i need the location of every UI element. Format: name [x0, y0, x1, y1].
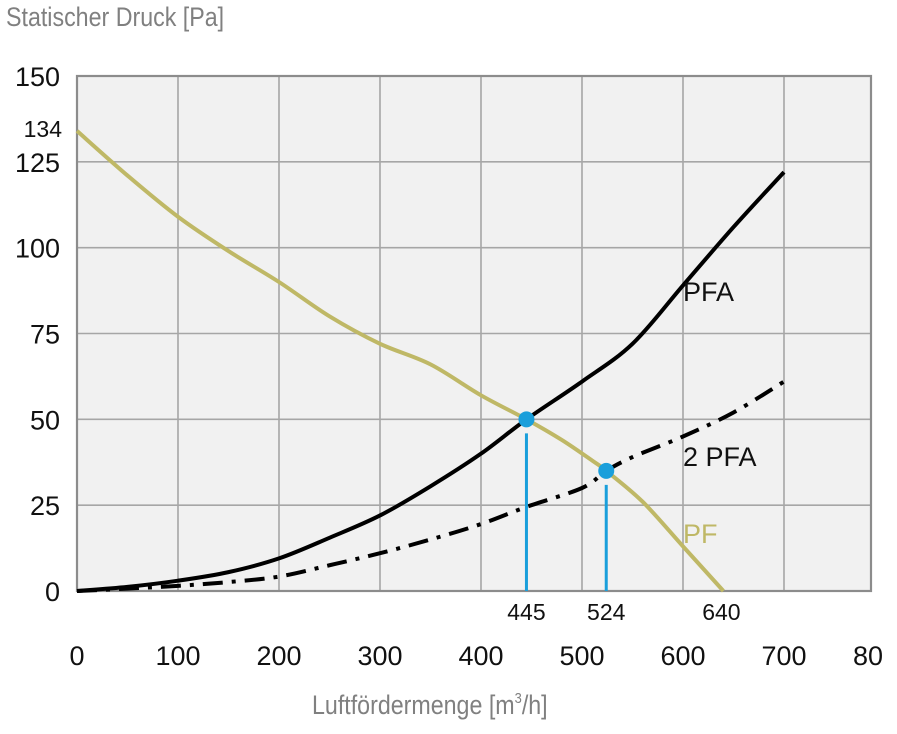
- series-line-2-pfa: [76, 379, 786, 593]
- x-axis-title-end: /h]: [521, 690, 548, 720]
- series-lines: [75, 129, 786, 593]
- series-line-pfa: [76, 170, 786, 593]
- y-tick-label: 50: [30, 405, 60, 435]
- operating-point-label: 445: [507, 599, 545, 625]
- operating-point-label: 524: [587, 599, 626, 625]
- y-tick-label: 0: [45, 577, 60, 607]
- x-tick-label: 80: [853, 641, 883, 671]
- plot-frame: [75, 74, 873, 593]
- x-axis-title-base: Luftfördermenge [m: [312, 690, 515, 720]
- x-axis-ticks: 0 100 200 300 400 500 600 700 80: [69, 641, 883, 671]
- grid-lines: [77, 76, 871, 591]
- x-axis-title: Luftfördermenge [m3/h]: [312, 690, 548, 721]
- x-tick-label: 400: [458, 641, 503, 671]
- x-tick-label: 100: [155, 641, 200, 671]
- y-axis-title: Statischer Druck [Pa]: [6, 2, 225, 32]
- y-tick-label: 25: [30, 491, 60, 521]
- annotations: 640 PFA 2 PFA PF: [683, 277, 757, 625]
- y-tick-label: 150: [15, 62, 60, 92]
- y-tick-label: 125: [15, 148, 60, 178]
- legend-label-pf: PF: [683, 519, 718, 549]
- x-tick-label: 0: [69, 641, 84, 671]
- x-tick-label: 200: [256, 641, 301, 671]
- series-line-pf: [75, 129, 725, 593]
- legend-label-pfa: PFA: [683, 277, 734, 307]
- operating-point-marker: [518, 411, 535, 428]
- legend-label-2-pfa: 2 PFA: [683, 442, 757, 472]
- x-tick-label: 600: [660, 641, 705, 671]
- y-tick-label: 75: [30, 320, 60, 350]
- y-axis-ticks: 0 25 50 75 100 125 150 134: [15, 62, 62, 607]
- y-tick-label: 100: [15, 234, 60, 264]
- operating-point-marker: [598, 462, 615, 479]
- x-tick-label: 300: [357, 641, 402, 671]
- x-axis-title-sup: 3: [514, 690, 522, 707]
- pf-zero-flow-label: 640: [702, 599, 740, 625]
- y-tick-label-134: 134: [24, 116, 63, 142]
- x-tick-label: 700: [761, 641, 806, 671]
- x-tick-label: 500: [559, 641, 604, 671]
- operating-points: 445 524: [507, 411, 626, 625]
